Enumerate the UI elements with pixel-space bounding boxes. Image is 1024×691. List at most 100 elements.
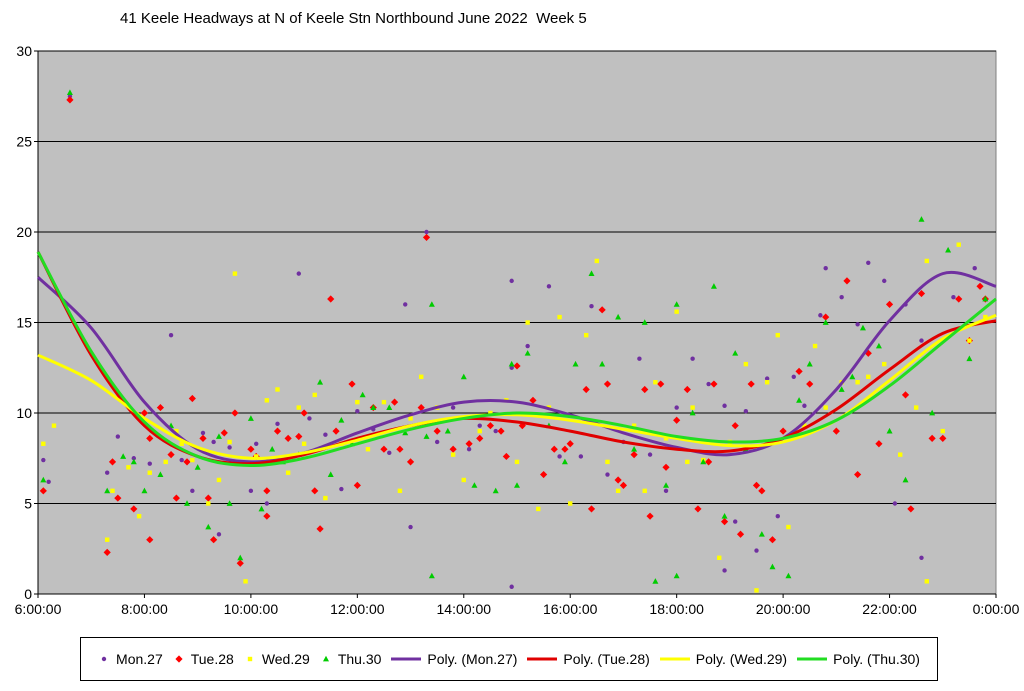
data-point-thu-30 [822, 319, 829, 325]
data-point-thu-30 [929, 409, 936, 416]
data-point-thu-30 [966, 355, 973, 362]
data-point-mon-27 [248, 488, 254, 494]
legend-label: Thu.30 [337, 651, 382, 667]
x-tick-label: 16:00:00 [543, 601, 598, 617]
data-point-mon-27 [972, 266, 977, 271]
legend-label: Poly. (Mon.27) [427, 651, 518, 667]
data-point-thu-30 [663, 482, 670, 488]
data-point-wed-29 [940, 428, 945, 434]
legend-item: Mon.27 [98, 651, 163, 667]
legend-swatch [101, 656, 107, 662]
legend-label: Poly. (Tue.28) [563, 651, 650, 667]
data-point-mon-27 [919, 555, 924, 560]
data-point-tue-28 [220, 429, 228, 437]
data-point-wed-29 [717, 555, 722, 560]
data-point-tue-28 [710, 380, 718, 388]
legend-item: Wed.29 [244, 651, 310, 667]
data-point-mon-27 [403, 302, 408, 307]
data-point-tue-28 [422, 233, 431, 242]
data-point-wed-29 [301, 441, 307, 446]
legend-item: Thu.30 [320, 651, 382, 667]
data-point-thu-30 [673, 301, 680, 307]
data-point-tue-28 [316, 525, 324, 533]
y-tick-label: 5 [24, 496, 32, 512]
data-point-wed-29 [126, 465, 131, 470]
data-point-mon-27 [919, 338, 924, 343]
data-point-tue-28 [146, 536, 154, 544]
data-point-wed-29 [674, 309, 679, 314]
data-point-tue-28 [513, 362, 521, 370]
data-point-thu-30 [902, 476, 909, 483]
data-point-tue-28 [603, 380, 612, 388]
data-point-mon-27 [525, 343, 530, 349]
data-point-wed-29 [243, 579, 248, 584]
data-point-thu-30 [615, 313, 622, 320]
data-point-tue-28 [406, 458, 415, 466]
data-point-thu-30 [460, 373, 467, 380]
data-point-tue-28 [854, 470, 862, 479]
data-point-thu-30 [215, 433, 222, 439]
data-point-tue-28 [795, 367, 803, 375]
data-point-thu-30 [104, 487, 111, 494]
data-point-thu-30 [785, 572, 792, 579]
data-point-thu-30 [875, 342, 882, 349]
x-tick-label: 8:00:00 [121, 601, 168, 617]
data-point-tue-28 [976, 282, 984, 290]
data-point-tue-28 [353, 481, 361, 489]
data-point-wed-29 [232, 271, 238, 276]
legend-swatch [659, 657, 690, 661]
data-point-wed-29 [983, 314, 988, 320]
data-point-wed-29 [924, 579, 930, 584]
data-point-tue-28 [390, 398, 399, 406]
data-point-wed-29 [381, 399, 387, 405]
data-point-wed-29 [956, 242, 961, 247]
data-point-thu-30 [184, 500, 191, 506]
data-point-thu-30 [758, 531, 765, 537]
data-point-wed-29 [227, 439, 232, 445]
data-point-wed-29 [812, 343, 818, 349]
data-point-mon-27 [775, 513, 780, 519]
data-point-wed-29 [631, 423, 637, 428]
data-point-tue-28 [476, 434, 484, 442]
data-point-tue-28 [720, 518, 729, 526]
trendline-3 [36, 251, 997, 467]
data-point-wed-29 [802, 423, 807, 428]
data-point-thu-30 [689, 409, 696, 416]
x-tick-label: 14:00:00 [437, 601, 492, 617]
data-point-wed-29 [110, 488, 115, 494]
data-point-tue-28 [497, 427, 505, 435]
data-point-tue-28 [247, 445, 255, 453]
data-point-tue-28 [183, 458, 191, 466]
data-point-tue-28 [327, 295, 335, 303]
legend-label: Poly. (Thu.30) [833, 651, 920, 667]
data-point-tue-28 [529, 396, 537, 404]
data-point-tue-28 [731, 422, 739, 430]
legend-label: Wed.29 [261, 651, 310, 667]
data-point-tue-28 [694, 505, 702, 513]
data-point-wed-29 [365, 447, 371, 452]
data-point-tue-28 [146, 434, 154, 442]
data-point-mon-27 [227, 445, 232, 450]
data-point-mon-27 [67, 94, 73, 99]
data-point-tue-28 [295, 432, 303, 441]
data-point-mon-27 [115, 434, 121, 439]
data-point-mon-27 [477, 423, 482, 428]
data-point-mon-27 [296, 271, 301, 276]
data-point-thu-30 [572, 360, 579, 367]
data-point-mon-27 [147, 461, 152, 466]
data-point-wed-29 [419, 374, 424, 379]
data-point-wed-29 [898, 452, 903, 457]
y-tick-label: 10 [16, 405, 32, 421]
data-point-mon-27 [690, 356, 695, 361]
data-point-mon-27 [589, 304, 594, 309]
data-point-wed-29 [653, 380, 658, 385]
legend-swatch [247, 656, 253, 662]
data-point-mon-27 [674, 405, 679, 410]
data-point-thu-30 [588, 270, 595, 277]
data-point-wed-29 [605, 459, 610, 465]
data-point-tue-28 [167, 451, 175, 459]
data-point-mon-27 [546, 284, 552, 289]
data-point-thu-30 [673, 572, 680, 579]
data-point-tue-28 [486, 422, 494, 430]
